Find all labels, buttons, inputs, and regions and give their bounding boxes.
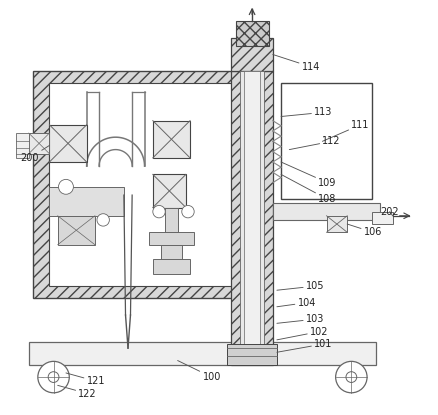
Text: 200: 200 — [21, 146, 49, 163]
Text: 109: 109 — [281, 162, 337, 188]
Bar — [16, 133, 29, 158]
Text: 121: 121 — [66, 373, 105, 386]
Text: 113: 113 — [281, 107, 332, 117]
Bar — [372, 212, 393, 224]
Bar — [240, 71, 265, 365]
Circle shape — [336, 361, 367, 393]
Text: 106: 106 — [347, 224, 382, 237]
Text: 112: 112 — [290, 136, 341, 149]
Bar — [49, 125, 87, 162]
Bar — [29, 342, 376, 365]
Bar — [58, 216, 95, 245]
Bar — [231, 71, 273, 365]
Text: 108: 108 — [281, 174, 337, 204]
Bar — [281, 83, 372, 199]
Bar — [33, 71, 265, 298]
Bar — [231, 38, 273, 71]
Text: 100: 100 — [178, 361, 221, 382]
Bar — [153, 259, 190, 273]
Circle shape — [182, 205, 194, 218]
Bar — [49, 83, 248, 286]
Circle shape — [48, 372, 59, 383]
Bar — [165, 208, 178, 232]
Bar — [244, 71, 260, 365]
Bar — [327, 216, 347, 232]
Bar — [29, 133, 49, 154]
Bar — [161, 245, 182, 261]
Bar — [236, 22, 268, 46]
Text: 103: 103 — [277, 314, 324, 324]
Circle shape — [59, 179, 74, 194]
Bar — [148, 232, 194, 245]
Text: 202: 202 — [380, 207, 399, 217]
Circle shape — [153, 205, 165, 218]
Text: 111: 111 — [322, 120, 370, 142]
Text: 122: 122 — [58, 386, 97, 399]
Circle shape — [346, 372, 357, 383]
Bar — [153, 174, 186, 208]
Text: 102: 102 — [277, 327, 328, 340]
Bar — [273, 203, 380, 220]
Bar — [49, 187, 124, 216]
Text: 114: 114 — [273, 54, 320, 72]
Circle shape — [38, 361, 69, 393]
Bar — [227, 344, 277, 365]
Text: 104: 104 — [277, 298, 316, 308]
Text: 101: 101 — [277, 339, 332, 352]
Circle shape — [97, 214, 110, 226]
Bar — [153, 121, 190, 158]
Text: 105: 105 — [277, 281, 325, 291]
